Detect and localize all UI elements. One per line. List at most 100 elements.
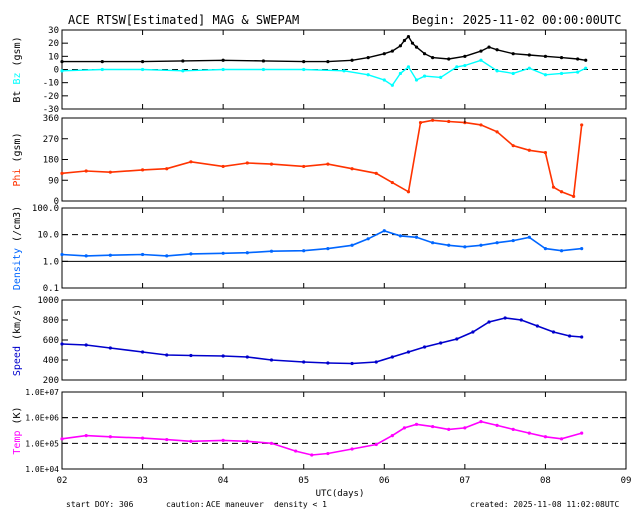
data-point-density [269,249,274,253]
data-point-bz [455,65,459,69]
data-point-temp [431,424,435,429]
data-point-density [580,247,584,251]
data-point-temp [479,420,483,424]
y-tick-label: 90 [48,176,59,186]
data-point-bt [414,45,419,49]
data-point-temp [374,442,378,447]
data-point-speed [84,343,88,347]
data-point-density [527,235,531,239]
data-point-speed [487,320,491,324]
data-point-bz [414,78,419,82]
caution-label: caution: [166,500,205,509]
data-point-speed [269,358,274,362]
y-tick-label: 800 [43,316,59,326]
y-axis-label-part: Temp [12,431,23,455]
panels-group: 30 20 10 0 -10 -20 -30 Bt Bz (gsm) 360 270 180 90 0 P… [12,26,627,474]
data-point-density [398,234,402,238]
y-axis-label-part: (km/s) [12,304,23,346]
y-axis-label-temp: Temp (K) [12,406,23,454]
chart-title: ACE RTSW[Estimated] MAG & SWEPAM [68,13,299,27]
y-tick-label: 0 [54,66,59,76]
created-time: created: 2025-11-08 11:02:08UTC [470,500,619,509]
y-tick-label: -30 [43,105,59,115]
data-point-speed [455,337,459,341]
data-point-bz [382,78,386,82]
data-point-bz [495,69,499,73]
panel-frame-phi [61,117,627,202]
data-point-phi [269,162,274,166]
data-point-bz [390,83,394,87]
y-axis-label-speed: Speed (km/s) [12,304,23,376]
data-point-speed [60,342,64,346]
data-point-bt [559,56,564,60]
y-tick-label: 10.0 [37,231,59,241]
data-point-bz [221,67,225,72]
data-point-speed [140,350,145,354]
data-point-speed [221,354,225,358]
data-point-bt [584,58,588,62]
data-point-phi [165,167,169,171]
data-point-speed [503,316,507,320]
data-point-bz [479,58,483,62]
y-axis-label-part: (gsm) [12,132,23,168]
data-point-phi [559,190,564,194]
data-point-speed [580,335,584,339]
x-tick-label: 06 [379,476,390,486]
data-point-speed [519,318,523,322]
panel-frame-temp [61,391,627,470]
data-point-density [431,241,435,245]
data-point-density [447,243,451,247]
y-axis-label-mag: Bt Bz (gsm) [12,36,23,102]
begin-time: Begin: 2025-11-02 00:00:00UTC [412,13,622,27]
data-point-phi [527,148,531,152]
y-tick-label: 1.0 [43,257,59,267]
data-point-bt [60,60,64,64]
data-point-density [108,253,112,257]
panel-speed: 1000 800 600 400 200 Speed (km/s) [12,296,627,386]
data-point-speed [551,330,556,334]
data-point-phi [447,119,451,124]
data-point-phi [479,123,483,127]
data-point-speed [439,341,443,345]
panel-temp: 1.0E+07 1.0E+06 1.0E+05 1.0E+04 Temp (K) [12,388,627,474]
data-point-phi [580,123,584,127]
data-point-bt [221,58,225,62]
data-point-bz [559,71,564,76]
data-point-bt [181,59,185,63]
data-point-temp [140,436,145,440]
data-point-bt [406,34,411,39]
y-axis-label-part: (/cm3) [12,206,23,248]
y-tick-label: 1.0E+06 [25,414,59,423]
panel-frame-density [61,207,627,289]
data-point-speed [350,361,354,366]
data-point-bt [398,44,402,48]
data-point-density [511,238,515,243]
data-point-bt [100,60,104,64]
panel-density: 100.0 10.0 1.0 0.1 Density (/cm3) [12,204,627,294]
data-point-phi [418,121,423,125]
data-point-bz [576,70,580,74]
data-point-temp [495,423,499,427]
data-point-temp [511,427,515,431]
data-point-temp [326,451,330,456]
data-point-temp [221,438,225,443]
data-point-density [326,247,330,251]
data-point-density [414,235,419,239]
data-point-density [302,249,306,253]
y-tick-label: 10 [48,52,59,62]
data-point-bt [431,56,435,60]
y-tick-label: 200 [43,376,59,386]
data-point-bz [543,73,548,77]
y-tick-label: 600 [43,336,59,346]
data-point-phi [551,185,556,189]
data-point-bz [398,71,402,76]
data-point-density [366,237,370,241]
data-point-bt [511,52,515,56]
data-point-density [245,251,249,255]
data-point-phi [406,190,411,194]
data-point-speed [374,360,378,364]
x-axis-title: UTC(days) [316,489,365,499]
data-point-bz [527,66,531,70]
y-tick-label: 0.1 [43,284,59,294]
data-point-bz [140,67,145,72]
